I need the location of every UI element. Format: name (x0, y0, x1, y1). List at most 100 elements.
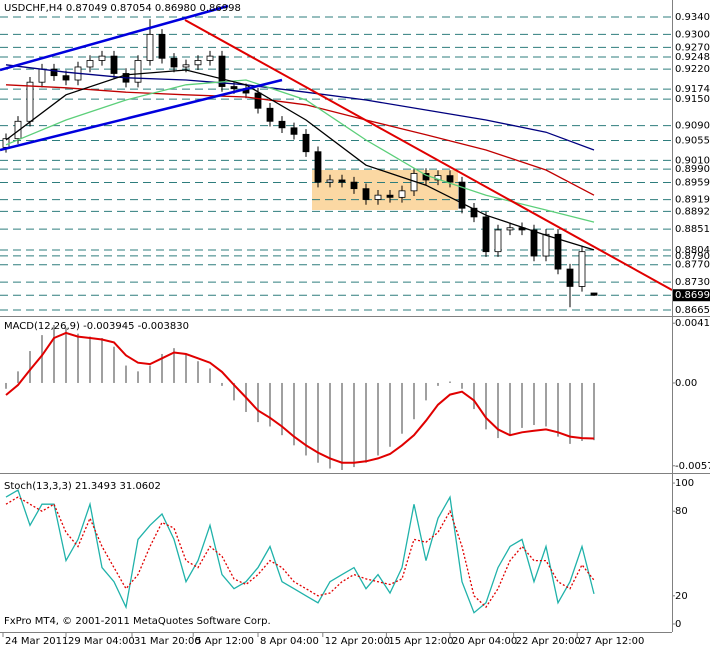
y-tick-label: 0.86658 (675, 305, 710, 316)
x-tick-label: 12 Apr 20:00 (325, 636, 390, 647)
candle-body (290, 127, 298, 135)
y-tick-label: -0.00571 (675, 461, 710, 472)
candle-body (218, 55, 226, 87)
candle-body (62, 75, 70, 81)
x-tick-label: 31 Mar 20:00 (134, 636, 201, 647)
macd-bar (53, 324, 55, 383)
series-line (5, 79, 595, 223)
series-line (5, 69, 595, 251)
x-tick-label: 24 Mar 2011 (5, 636, 68, 647)
candle-body (254, 92, 262, 109)
candle-body (110, 55, 118, 74)
copyright: FxPro MT4, © 2001-2011 MetaQuotes Softwa… (4, 616, 271, 627)
y-tick-label: 0.89198 (675, 195, 710, 206)
candle-body (182, 64, 190, 68)
macd-bar (173, 348, 175, 383)
macd-bar (113, 346, 115, 383)
x-tick-label: 5 Apr 12:00 (195, 636, 254, 647)
macd-bar (581, 382, 583, 441)
macd-bar (509, 382, 511, 436)
y-tick-label: 0.91509 (675, 94, 710, 105)
x-tick-label: 8 Apr 04:00 (260, 636, 319, 647)
macd-bar (221, 382, 223, 386)
candle-body (14, 120, 22, 140)
y-tick-label: 0.87904 (675, 251, 710, 262)
macd-bar (269, 382, 271, 427)
candle-body (554, 233, 562, 270)
macd-bar (77, 333, 79, 383)
candle-body (146, 33, 154, 61)
macd-bar (29, 351, 31, 383)
y-tick-label: 20 (675, 591, 688, 602)
macd-bar (569, 382, 571, 444)
macd-bar (305, 382, 307, 456)
trend-line (184, 19, 673, 291)
candle-body (98, 55, 106, 61)
macd-bar (473, 382, 475, 410)
candle-body (374, 194, 382, 200)
macd-bar (257, 382, 259, 423)
macd-bar (545, 382, 547, 427)
candle-body (398, 190, 406, 198)
candle-body (230, 86, 238, 90)
macd-bar (149, 365, 151, 383)
candle-body (530, 229, 538, 257)
candle-body (302, 133, 310, 153)
chart-title: USDCHF,H4 0.87049 0.87054 0.86980 0.8699… (4, 3, 241, 14)
x-tick-label: 27 Apr 12:00 (579, 636, 644, 647)
y-tick-label: 0 (675, 619, 681, 630)
candle-body (314, 151, 322, 183)
macd-bar (413, 382, 415, 420)
macd-bar (197, 361, 199, 383)
candle-body (542, 233, 550, 257)
macd-bar (101, 338, 103, 383)
candle-body (326, 179, 334, 183)
y-tick-label: 0.00412 (675, 318, 710, 329)
candle-body (470, 207, 478, 218)
macd-bar (65, 327, 67, 383)
candle-body (506, 227, 514, 231)
macd-bar (281, 382, 283, 436)
macd-bar (89, 336, 91, 383)
candle-body (278, 120, 286, 129)
macd-bar (353, 382, 355, 468)
candle-body (206, 55, 214, 61)
series-line (5, 496, 595, 609)
macd-bar (125, 365, 127, 383)
candle-body (158, 33, 166, 59)
macd-bar (377, 382, 379, 456)
macd-bar (329, 382, 331, 469)
macd-bar (137, 371, 139, 383)
x-tick-label: 29 Mar 04:00 (68, 636, 135, 647)
macd-bar (209, 368, 211, 383)
macd-bar (293, 382, 295, 446)
x-tick-label: 22 Apr 20:00 (516, 636, 581, 647)
macd-bar (317, 382, 319, 463)
current-price-box (673, 289, 710, 302)
candle-body (194, 60, 202, 66)
y-tick-label: 0.88926 (675, 206, 710, 217)
y-tick-label: 100 (675, 478, 694, 489)
macd-bar (485, 382, 487, 430)
macd-bar (5, 382, 7, 389)
macd-bar (533, 382, 535, 426)
y-tick-label: 0.89592 (675, 177, 710, 188)
stoch-title: Stoch(13,3,3) 21.3493 31.0602 (4, 481, 161, 492)
candle-body (458, 181, 466, 209)
candle-body (446, 175, 454, 183)
macd-bar (389, 382, 391, 447)
macd-title: MACD(12,26,9) -0.003945 -0.003830 (4, 321, 189, 332)
candle-body (338, 179, 346, 183)
y-tick-label: 0.86998 (675, 290, 710, 301)
candle-body (26, 81, 34, 122)
macd-bar (437, 382, 439, 386)
candle-body (590, 292, 598, 296)
